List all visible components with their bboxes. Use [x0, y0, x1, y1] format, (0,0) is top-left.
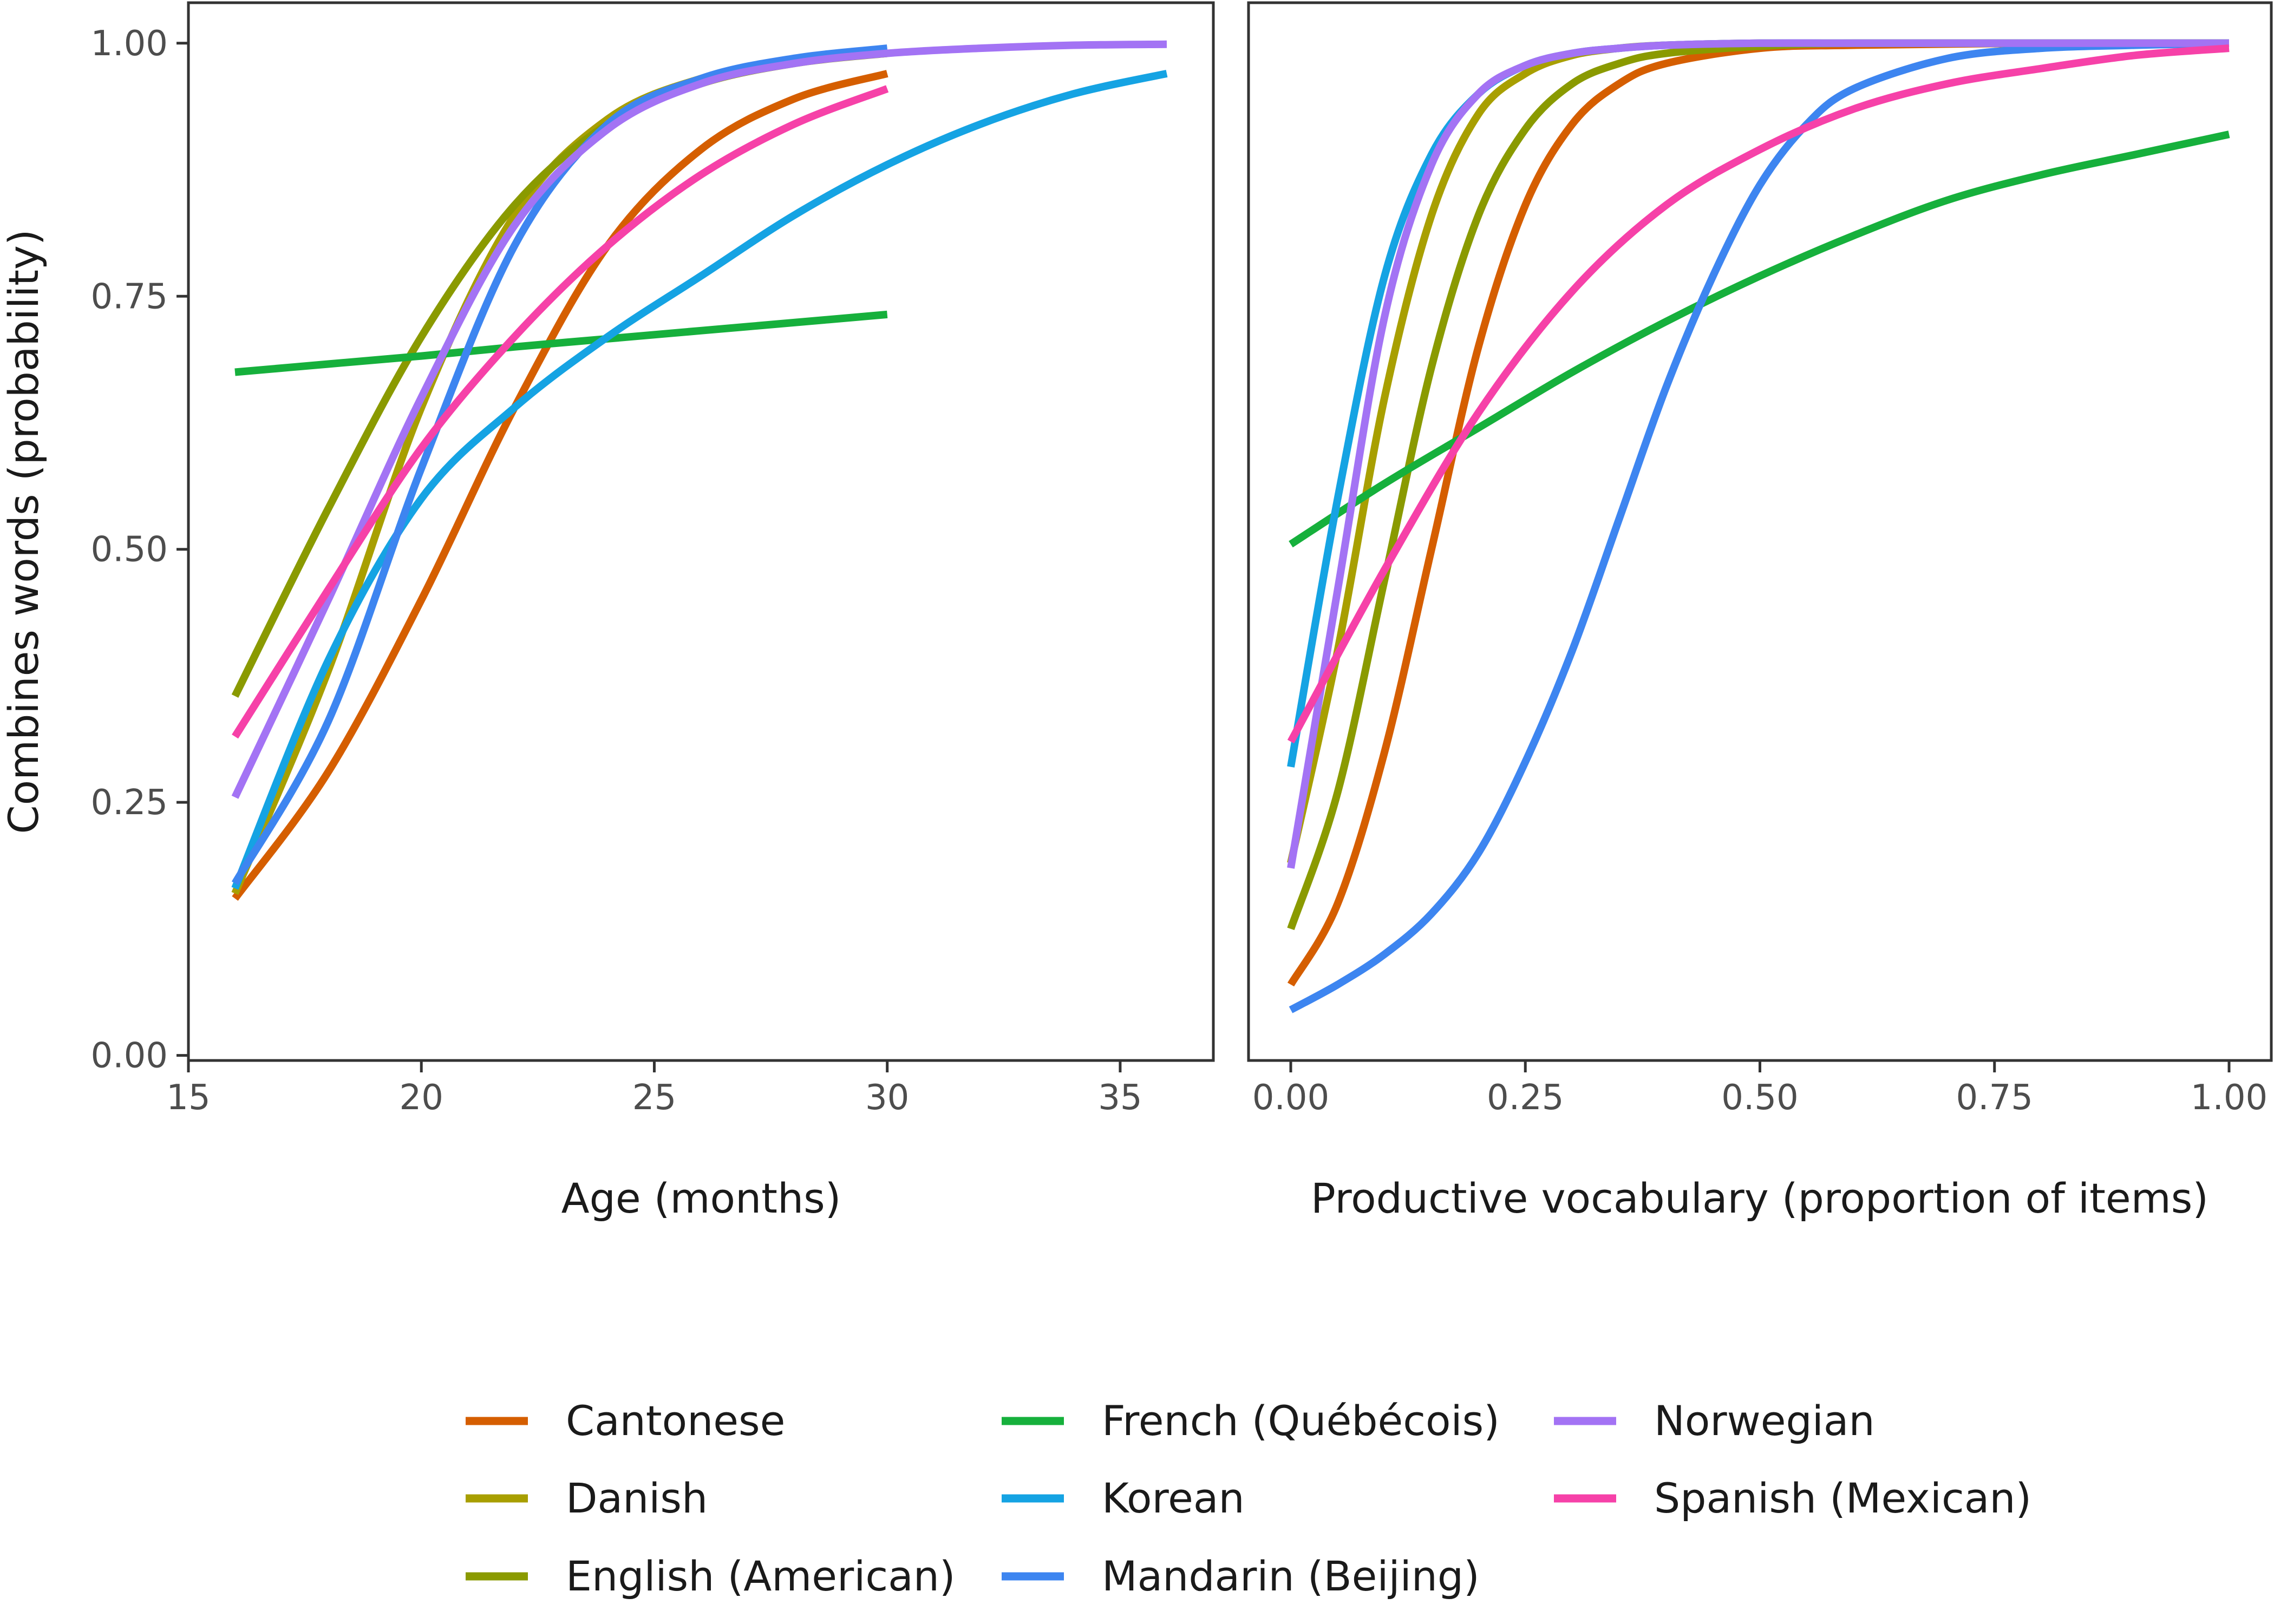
- series-line-spanish-mexican-age: [232, 85, 889, 739]
- panel-age-frame: [187, 1, 1215, 1062]
- x-tick-label: 0.00: [1252, 1078, 1330, 1118]
- x-tick-label: 30: [865, 1078, 909, 1118]
- x-axis-title-vocab: Productive vocabulary (proportion of ite…: [1311, 1174, 2208, 1222]
- legend-item: English (American): [466, 1552, 956, 1600]
- legend-item: Danish: [466, 1474, 708, 1522]
- x-tick-label: 0.75: [1956, 1078, 2034, 1118]
- y-tick-label: 0.00: [91, 1036, 168, 1076]
- series-line-french-qu-b-cois-vocab: [1289, 130, 2230, 548]
- legend-label: Norwegian: [1654, 1397, 1875, 1445]
- x-tick-label: 25: [632, 1078, 676, 1118]
- x-tick-label: 35: [1098, 1078, 1142, 1118]
- series-line-mandarin-beijing-vocab: [1289, 39, 2230, 1013]
- x-tick-label: 0.50: [1721, 1078, 1799, 1118]
- x-tick-label: 15: [166, 1078, 210, 1118]
- legend-label: Korean: [1102, 1474, 1245, 1522]
- legend-label: Spanish (Mexican): [1654, 1474, 2031, 1522]
- panel-vocab: 0.00 0.25 0.50 0.75 1.00 Productive vocabula…: [1247, 1, 2273, 1222]
- series-line-korean-age: [231, 70, 1168, 890]
- series-line-norwegian-vocab: [1287, 39, 2229, 869]
- legend-item: Cantonese: [466, 1397, 785, 1445]
- series-line-french-qu-b-cois-age: [234, 310, 888, 376]
- y-tick-label: 0.75: [91, 277, 168, 317]
- legend-item: Mandarin (Beijing): [1002, 1552, 1480, 1600]
- x-axis-title-age: Age (months): [561, 1174, 841, 1222]
- y-axis-title: Combines words (probability): [0, 230, 48, 834]
- legend-label: Mandarin (Beijing): [1102, 1552, 1480, 1600]
- y-tick-label: 0.25: [91, 783, 168, 823]
- panel-age: 15 20 25 30 35 Age (months): [166, 1, 1215, 1222]
- y-tick-label: 1.00: [91, 24, 168, 64]
- series-line-cantonese-age: [232, 70, 888, 901]
- series-line-mandarin-beijing-age: [231, 44, 888, 886]
- legend-item: French (Québécois): [1002, 1397, 1500, 1445]
- legend-label: French (Québécois): [1102, 1397, 1500, 1445]
- legend-label: English (American): [566, 1552, 956, 1600]
- legend-label: Danish: [566, 1474, 708, 1522]
- x-tick-label: 0.25: [1487, 1078, 1564, 1118]
- legend: Cantonese Danish English (American) French …: [466, 1397, 2031, 1600]
- x-tick-label: 1.00: [2191, 1078, 2268, 1118]
- y-axis: 0.00 0.25 0.50 0.75 1.00: [91, 24, 188, 1076]
- legend-item: Korean: [1002, 1474, 1245, 1522]
- legend-item: Norwegian: [1554, 1397, 1875, 1445]
- legend-label: Cantonese: [566, 1397, 785, 1445]
- y-tick-label: 0.50: [91, 530, 168, 570]
- legend-item: Spanish (Mexican): [1554, 1474, 2031, 1522]
- x-tick-label: 20: [400, 1078, 443, 1118]
- series-line-spanish-mexican-vocab: [1287, 44, 2230, 744]
- series-line-norwegian-age: [231, 40, 1167, 799]
